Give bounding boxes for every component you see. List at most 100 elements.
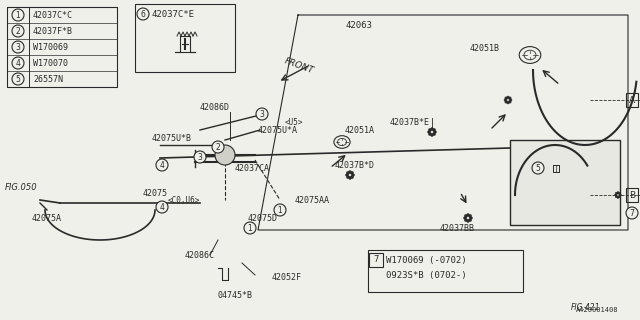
Text: 4: 4 bbox=[159, 203, 164, 212]
Text: 42037F*B: 42037F*B bbox=[33, 27, 73, 36]
Text: 42075D: 42075D bbox=[248, 213, 278, 222]
Circle shape bbox=[433, 133, 436, 136]
Text: 7: 7 bbox=[373, 255, 379, 265]
Bar bbox=[626, 188, 638, 202]
Text: 1: 1 bbox=[248, 223, 252, 233]
Circle shape bbox=[428, 131, 430, 133]
Circle shape bbox=[620, 194, 621, 196]
Text: 42086C: 42086C bbox=[185, 251, 215, 260]
Circle shape bbox=[615, 192, 618, 194]
Circle shape bbox=[256, 108, 268, 120]
Circle shape bbox=[156, 159, 168, 171]
Text: FIG.050: FIG.050 bbox=[5, 183, 38, 192]
Circle shape bbox=[619, 196, 621, 198]
Text: 5: 5 bbox=[15, 75, 20, 84]
Circle shape bbox=[352, 174, 355, 176]
Circle shape bbox=[469, 219, 472, 221]
Text: <U5>: <U5> bbox=[285, 117, 303, 126]
Text: 42086D: 42086D bbox=[200, 102, 230, 111]
Circle shape bbox=[532, 162, 544, 174]
Circle shape bbox=[346, 172, 349, 174]
Circle shape bbox=[274, 204, 286, 216]
Circle shape bbox=[351, 172, 353, 174]
Circle shape bbox=[429, 129, 435, 135]
Circle shape bbox=[12, 41, 24, 53]
Text: 42052F: 42052F bbox=[272, 274, 302, 283]
Text: 0923S*B (0702-): 0923S*B (0702-) bbox=[386, 271, 467, 280]
Text: W170069: W170069 bbox=[33, 43, 68, 52]
Text: 3: 3 bbox=[198, 153, 202, 162]
Circle shape bbox=[507, 99, 509, 101]
Circle shape bbox=[244, 222, 256, 234]
Circle shape bbox=[12, 9, 24, 21]
Text: 42037C*C: 42037C*C bbox=[33, 11, 73, 20]
Circle shape bbox=[619, 192, 621, 194]
Circle shape bbox=[469, 214, 472, 217]
Text: 42063: 42063 bbox=[345, 20, 372, 29]
Ellipse shape bbox=[334, 136, 350, 148]
Circle shape bbox=[428, 128, 431, 131]
Circle shape bbox=[617, 191, 619, 194]
Text: 2: 2 bbox=[15, 27, 20, 36]
Text: 42051B: 42051B bbox=[470, 44, 500, 52]
Circle shape bbox=[137, 8, 149, 20]
Text: B: B bbox=[629, 190, 635, 199]
Circle shape bbox=[509, 101, 511, 103]
Text: 42037B*E: 42037B*E bbox=[390, 117, 430, 126]
Text: 6: 6 bbox=[141, 10, 145, 19]
Circle shape bbox=[470, 217, 472, 219]
Circle shape bbox=[626, 207, 638, 219]
Text: 42075: 42075 bbox=[143, 188, 168, 197]
Circle shape bbox=[467, 217, 469, 219]
Text: 42037B*D: 42037B*D bbox=[335, 161, 375, 170]
Circle shape bbox=[506, 98, 511, 102]
Circle shape bbox=[616, 193, 620, 197]
Bar bbox=[369, 253, 383, 267]
Circle shape bbox=[465, 214, 467, 217]
Circle shape bbox=[507, 102, 509, 104]
Text: 42037BB: 42037BB bbox=[440, 223, 475, 233]
Text: FRONT: FRONT bbox=[283, 56, 315, 75]
Circle shape bbox=[507, 96, 509, 99]
Circle shape bbox=[346, 176, 349, 179]
Text: 5: 5 bbox=[536, 164, 540, 172]
Circle shape bbox=[431, 134, 433, 137]
Circle shape bbox=[431, 127, 433, 130]
Circle shape bbox=[428, 133, 431, 136]
Circle shape bbox=[615, 196, 618, 198]
Text: 1: 1 bbox=[278, 205, 282, 214]
Text: A420001408: A420001408 bbox=[575, 307, 618, 313]
Circle shape bbox=[509, 99, 512, 101]
Circle shape bbox=[509, 97, 511, 99]
Ellipse shape bbox=[519, 47, 541, 63]
Bar bbox=[7, 7, 117, 87]
Circle shape bbox=[617, 194, 619, 196]
Bar bbox=[626, 93, 638, 107]
Circle shape bbox=[349, 177, 351, 180]
Text: 4: 4 bbox=[15, 59, 20, 68]
Circle shape bbox=[12, 73, 24, 85]
Circle shape bbox=[467, 213, 469, 216]
Text: 42075U*A: 42075U*A bbox=[258, 125, 298, 134]
Circle shape bbox=[156, 201, 168, 213]
Text: 42037C*E: 42037C*E bbox=[151, 10, 194, 19]
Text: W170069 (-0702): W170069 (-0702) bbox=[386, 256, 467, 265]
Text: 1: 1 bbox=[15, 11, 20, 20]
Circle shape bbox=[212, 141, 224, 153]
Text: 42075A: 42075A bbox=[32, 213, 62, 222]
Text: 26557N: 26557N bbox=[33, 75, 63, 84]
Text: 04745*B: 04745*B bbox=[218, 291, 253, 300]
Circle shape bbox=[505, 97, 508, 99]
Bar bbox=[510, 140, 620, 225]
Circle shape bbox=[465, 219, 467, 221]
Circle shape bbox=[215, 145, 235, 165]
Text: 3: 3 bbox=[260, 109, 264, 118]
Text: FIG.421: FIG.421 bbox=[570, 303, 600, 312]
Circle shape bbox=[463, 217, 466, 219]
Circle shape bbox=[431, 131, 433, 133]
Bar bbox=[135, 4, 235, 72]
Circle shape bbox=[12, 25, 24, 37]
Circle shape bbox=[12, 57, 24, 69]
Text: 42075U*B: 42075U*B bbox=[152, 133, 192, 142]
Bar bbox=[368, 250, 523, 292]
